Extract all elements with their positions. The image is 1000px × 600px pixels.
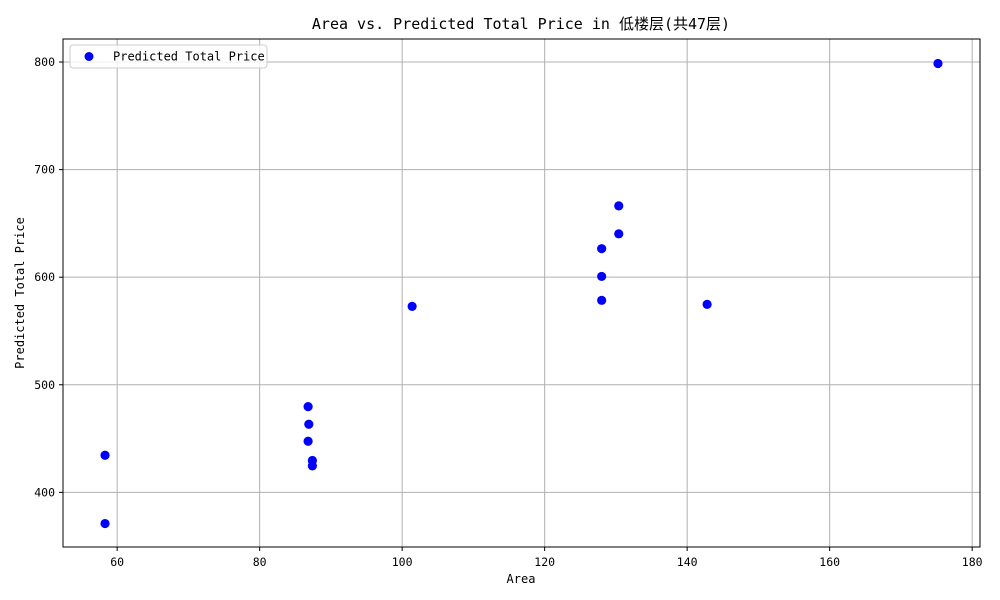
y-tick-label: 600: [34, 270, 55, 284]
legend: Predicted Total Price: [69, 44, 268, 69]
x-tick-label: 60: [110, 555, 124, 569]
x-tick-label: 80: [253, 555, 267, 569]
y-axis-label: Predicted Total Price: [13, 217, 27, 369]
scatter-point: [100, 450, 110, 460]
scatter-point: [702, 299, 712, 310]
scatter-point: [597, 295, 607, 305]
legend-box: [69, 44, 268, 69]
x-tick-label: 180: [962, 555, 983, 569]
y-axis-ticks: 400 500 600 700 800: [34, 55, 63, 499]
scatter-point: [307, 461, 317, 471]
x-axis-ticks: 60 80 100 120 140 160 180: [110, 547, 983, 569]
scatter-point: [100, 518, 110, 529]
scatter-point: [614, 201, 624, 211]
data-points: [100, 58, 943, 529]
x-tick-label: 120: [534, 555, 555, 569]
plot-area-frame: [62, 38, 981, 548]
scatter-point: [407, 301, 417, 311]
x-tick-label: 140: [677, 555, 698, 569]
scatter-point: [614, 229, 624, 239]
y-tick-label: 800: [34, 55, 55, 69]
scatter-point: [597, 271, 607, 282]
x-axis-label: Area: [507, 572, 536, 586]
scatter-point: [304, 419, 314, 429]
y-tick-label: 700: [34, 163, 55, 177]
legend-marker: [84, 52, 94, 61]
scatter-point: [303, 436, 313, 446]
chart-title: Area vs. Predicted Total Price in 低楼层(共4…: [312, 15, 730, 33]
scatter-point: [597, 244, 607, 254]
y-tick-label: 500: [34, 378, 55, 392]
x-tick-label: 100: [392, 555, 413, 569]
legend-label: Predicted Total Price: [113, 50, 265, 64]
y-tick-label: 400: [34, 485, 55, 499]
scatter-point: [933, 58, 943, 69]
scatter-point: [303, 402, 313, 412]
x-tick-label: 160: [819, 555, 840, 569]
